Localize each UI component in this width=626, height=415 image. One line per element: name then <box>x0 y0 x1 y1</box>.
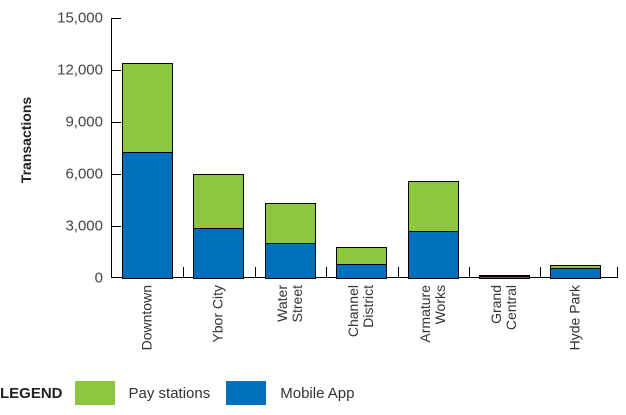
y-tick-mark <box>111 174 121 175</box>
legend-swatch-pay-stations <box>74 381 115 405</box>
x-tick-label: Armature Works <box>416 285 448 343</box>
x-tick-label: Downtown <box>138 285 155 351</box>
y-tick-mark <box>111 122 121 123</box>
bar-segment-pay-stations <box>550 265 602 269</box>
x-tick-label: Channel District <box>345 285 377 338</box>
bar-segment-pay-stations <box>122 63 173 153</box>
y-tick-mark <box>111 18 121 19</box>
legend-label-mobile-app: Mobile App <box>280 384 355 402</box>
bar-segment-pay-stations <box>407 180 459 232</box>
bar-segment-mobile-app <box>122 151 173 279</box>
bar-segment-mobile-app <box>407 231 459 279</box>
y-axis-line <box>111 18 112 278</box>
x-tick-label: Water Street <box>273 285 305 323</box>
x-tick-mark <box>254 267 256 277</box>
x-tick-label: Hyde Park <box>566 285 583 351</box>
legend: LEGEND Pay stations Mobile App <box>0 381 370 405</box>
x-tick-mark <box>540 267 542 277</box>
bar-segment-mobile-app <box>193 227 245 279</box>
y-tick-mark <box>111 70 121 71</box>
x-tick-mark <box>397 267 399 277</box>
legend-label-pay-stations: Pay stations <box>128 384 211 402</box>
bar-segment-pay-stations <box>193 174 245 229</box>
y-axis-label: Transactions <box>18 96 34 184</box>
bar-segment-mobile-app <box>336 263 388 279</box>
y-tick-label: 0 <box>94 269 103 287</box>
x-tick-mark <box>469 267 470 277</box>
bar-segment-mobile-app <box>550 267 602 279</box>
y-tick-mark <box>111 226 121 227</box>
bar-segment-mobile-app <box>264 242 316 279</box>
legend-title: LEGEND <box>0 384 63 402</box>
bar-segment-pay-stations <box>336 246 388 265</box>
y-tick-label: 12,000 <box>57 61 103 79</box>
bar-segment-pay-stations <box>479 275 530 278</box>
x-tick-label: Grand Central <box>488 285 519 331</box>
y-tick-label: 3,000 <box>65 217 103 235</box>
y-tick-label: 6,000 <box>65 165 103 183</box>
legend-swatch-mobile-app <box>226 381 267 405</box>
y-tick-label: 9,000 <box>65 113 103 131</box>
x-tick-label: Ybor City <box>209 285 226 343</box>
bar-segment-pay-stations <box>264 202 316 244</box>
y-tick-label: 15,000 <box>57 9 103 27</box>
x-tick-mark <box>326 267 328 277</box>
x-tick-mark <box>183 267 185 277</box>
